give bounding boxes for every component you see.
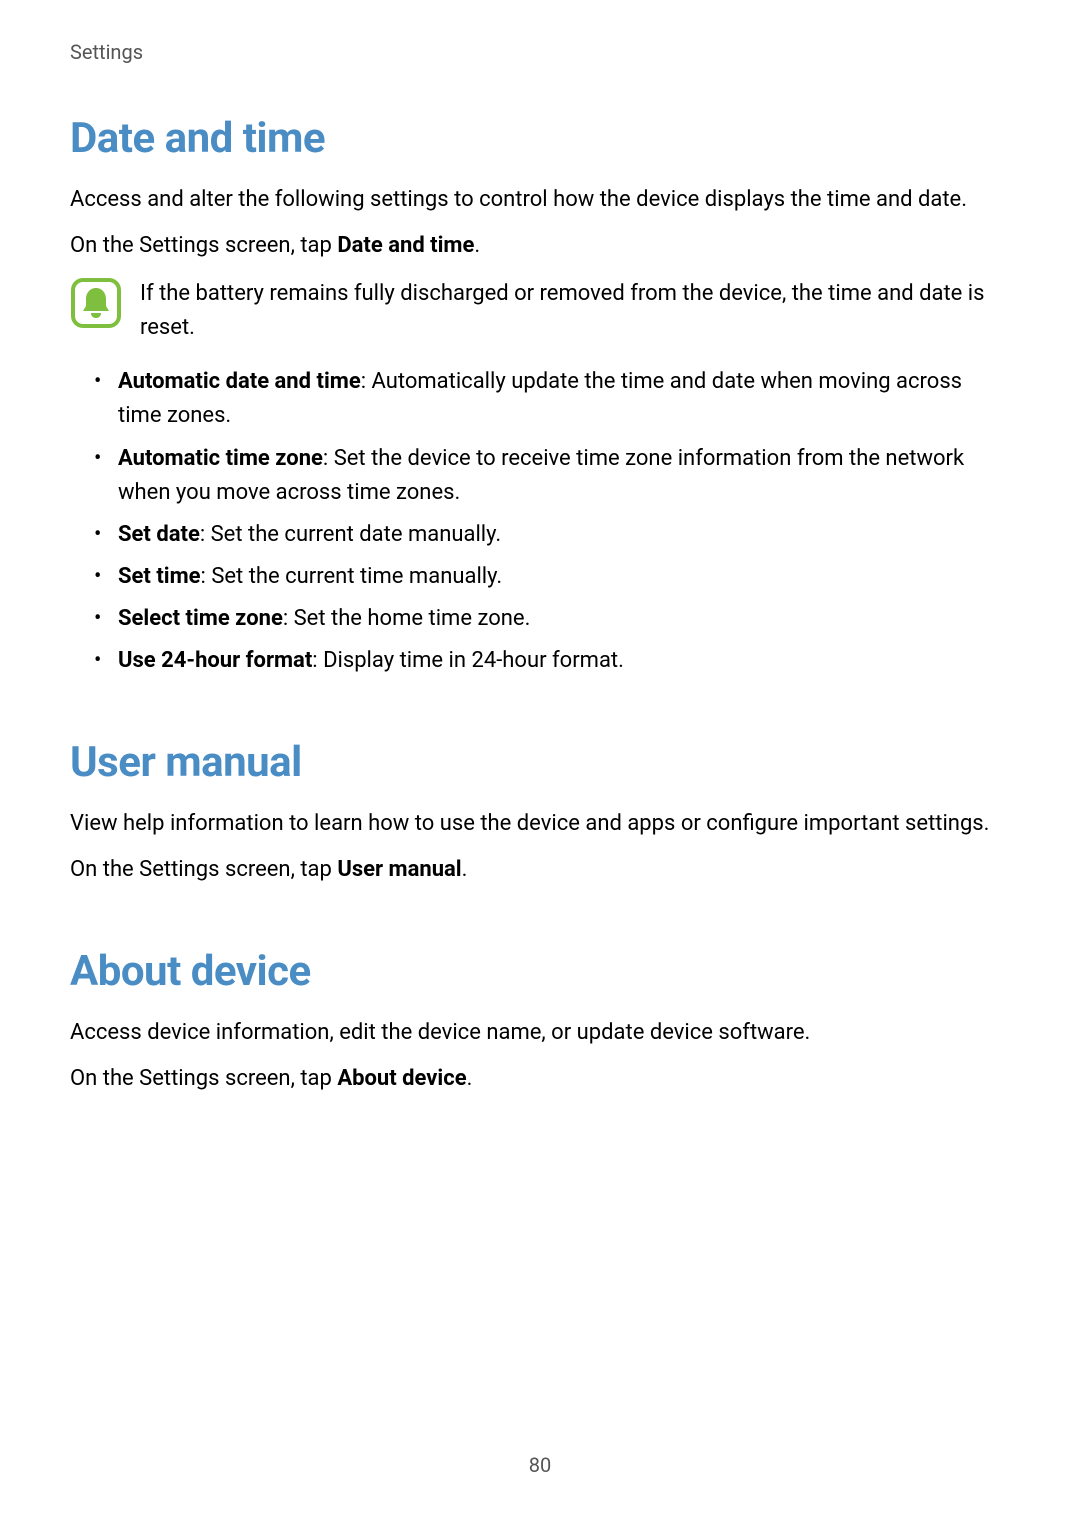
heading-date-and-time: Date and time xyxy=(70,114,1010,163)
note-row: If the battery remains fully discharged … xyxy=(70,277,1010,345)
section-user-manual: User manual View help information to lea… xyxy=(70,738,1010,887)
list-item-text: : Set the current time manually. xyxy=(201,564,503,589)
tap-line-date-and-time: On the Settings screen, tap Date and tim… xyxy=(70,229,1010,263)
tap-suffix: . xyxy=(462,857,468,882)
tap-suffix: . xyxy=(467,1066,473,1091)
list-item: Use 24-hour format: Display time in 24-h… xyxy=(94,644,1010,678)
list-item-bold: Select time zone xyxy=(118,606,283,631)
tap-line-user-manual: On the Settings screen, tap User manual. xyxy=(70,853,1010,887)
intro-about-device: Access device information, edit the devi… xyxy=(70,1016,1010,1050)
list-item-bold: Use 24-hour format xyxy=(118,648,312,673)
tap-prefix: On the Settings screen, tap xyxy=(70,1066,337,1091)
section-about-device: About device Access device information, … xyxy=(70,947,1010,1096)
list-item: Automatic time zone: Set the device to r… xyxy=(94,442,1010,510)
note-text: If the battery remains fully discharged … xyxy=(140,277,1010,345)
heading-about-device: About device xyxy=(70,947,1010,996)
intro-date-and-time: Access and alter the following settings … xyxy=(70,183,1010,217)
bullet-list-date-and-time: Automatic date and time: Automatically u… xyxy=(70,365,1010,678)
list-item: Select time zone: Set the home time zone… xyxy=(94,602,1010,636)
tap-bold: User manual xyxy=(337,857,461,882)
breadcrumb: Settings xyxy=(70,40,1010,64)
list-item-text: : Set the home time zone. xyxy=(283,606,531,631)
tap-bold: About device xyxy=(337,1066,466,1091)
list-item-bold: Set time xyxy=(118,564,201,589)
section-date-and-time: Date and time Access and alter the follo… xyxy=(70,114,1010,678)
page-number: 80 xyxy=(0,1453,1080,1477)
list-item: Automatic date and time: Automatically u… xyxy=(94,365,1010,433)
list-item-text: : Display time in 24-hour format. xyxy=(312,648,624,673)
bell-note-icon xyxy=(70,277,122,329)
tap-line-about-device: On the Settings screen, tap About device… xyxy=(70,1062,1010,1096)
heading-user-manual: User manual xyxy=(70,738,1010,787)
list-item-bold: Automatic date and time xyxy=(118,369,361,394)
tap-prefix: On the Settings screen, tap xyxy=(70,857,337,882)
list-item: Set time: Set the current time manually. xyxy=(94,560,1010,594)
tap-prefix: On the Settings screen, tap xyxy=(70,233,337,258)
list-item-text: : Set the current date manually. xyxy=(200,522,501,547)
list-item-bold: Set date xyxy=(118,522,200,547)
tap-suffix: . xyxy=(474,233,480,258)
tap-bold: Date and time xyxy=(337,233,474,258)
list-item-bold: Automatic time zone xyxy=(118,446,323,471)
list-item: Set date: Set the current date manually. xyxy=(94,518,1010,552)
intro-user-manual: View help information to learn how to us… xyxy=(70,807,1010,841)
